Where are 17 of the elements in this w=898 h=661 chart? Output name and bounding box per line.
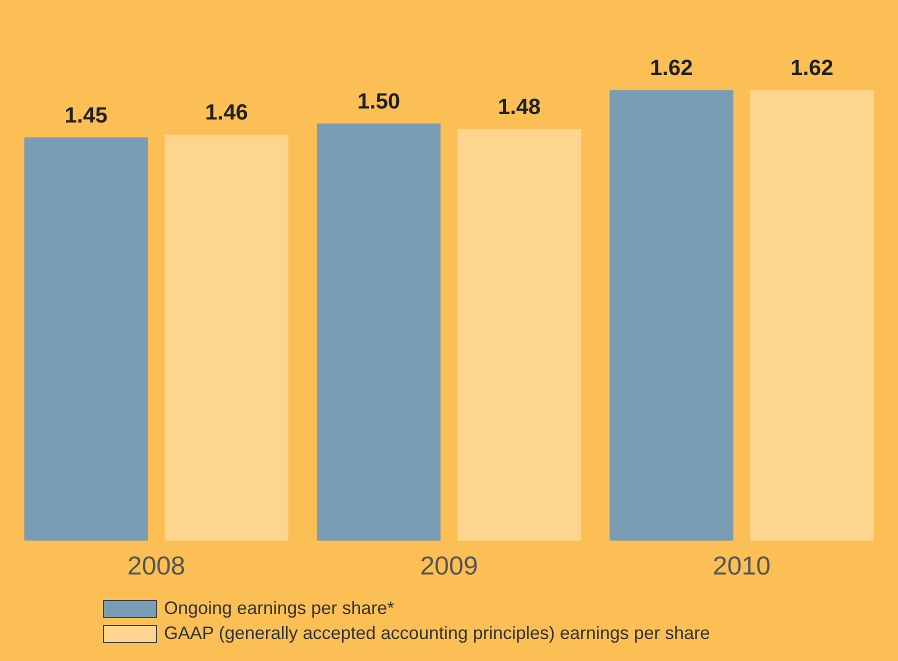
data-label: 1.45 [64, 102, 108, 128]
bar [750, 90, 874, 541]
bar [316, 123, 441, 541]
bar [457, 129, 582, 541]
x-tick-label: 2008 [127, 550, 186, 581]
data-label: 1.50 [357, 88, 400, 114]
legend-label: GAAP (generally accepted accounting principles) earnings per share [164, 623, 710, 644]
bar [24, 137, 148, 541]
data-label: 1.46 [205, 100, 248, 125]
bar [610, 90, 734, 541]
legend-label: Ongoing earnings per share* [164, 598, 394, 619]
data-label: 1.48 [498, 94, 541, 120]
x-tick-label: 2010 [712, 550, 771, 581]
data-label: 1.62 [790, 55, 834, 80]
data-label: 1.62 [650, 55, 693, 80]
bar [164, 134, 288, 541]
x-tick-label: 2009 [420, 550, 478, 581]
